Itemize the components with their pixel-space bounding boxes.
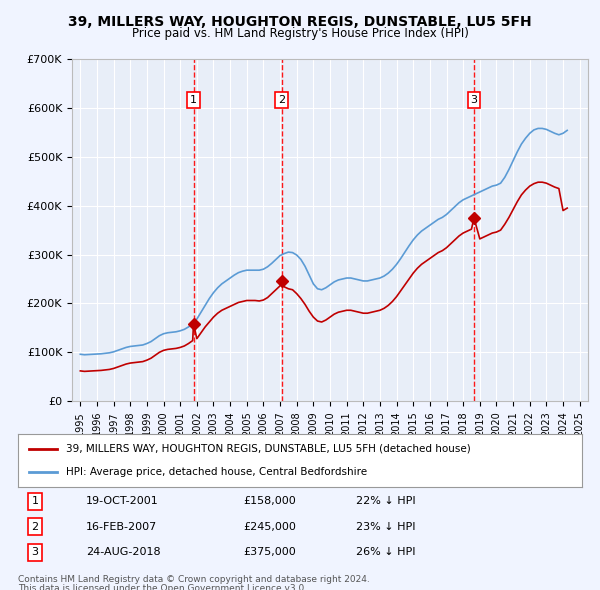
Text: HPI: Average price, detached house, Central Bedfordshire: HPI: Average price, detached house, Cent… — [66, 467, 367, 477]
Text: 16-FEB-2007: 16-FEB-2007 — [86, 522, 157, 532]
Text: 3: 3 — [31, 548, 38, 558]
Text: £245,000: £245,000 — [244, 522, 296, 532]
Text: 2: 2 — [278, 95, 285, 105]
Text: Price paid vs. HM Land Registry's House Price Index (HPI): Price paid vs. HM Land Registry's House … — [131, 27, 469, 40]
Text: 23% ↓ HPI: 23% ↓ HPI — [356, 522, 416, 532]
Text: £375,000: £375,000 — [244, 548, 296, 558]
Text: 2: 2 — [31, 522, 38, 532]
Text: 19-OCT-2001: 19-OCT-2001 — [86, 496, 158, 506]
Text: 1: 1 — [31, 496, 38, 506]
Text: 39, MILLERS WAY, HOUGHTON REGIS, DUNSTABLE, LU5 5FH: 39, MILLERS WAY, HOUGHTON REGIS, DUNSTAB… — [68, 15, 532, 29]
Text: 24-AUG-2018: 24-AUG-2018 — [86, 548, 160, 558]
Text: 39, MILLERS WAY, HOUGHTON REGIS, DUNSTABLE, LU5 5FH (detached house): 39, MILLERS WAY, HOUGHTON REGIS, DUNSTAB… — [66, 444, 470, 454]
Text: Contains HM Land Registry data © Crown copyright and database right 2024.: Contains HM Land Registry data © Crown c… — [18, 575, 370, 584]
Text: 26% ↓ HPI: 26% ↓ HPI — [356, 548, 416, 558]
Text: £158,000: £158,000 — [244, 496, 296, 506]
Text: 22% ↓ HPI: 22% ↓ HPI — [356, 496, 416, 506]
Text: 3: 3 — [470, 95, 478, 105]
Text: 1: 1 — [190, 95, 197, 105]
Text: This data is licensed under the Open Government Licence v3.0.: This data is licensed under the Open Gov… — [18, 584, 307, 590]
